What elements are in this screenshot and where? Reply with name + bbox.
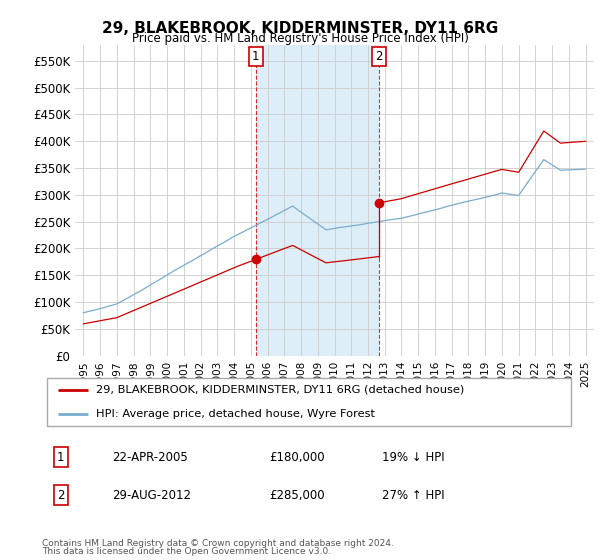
Text: 19% ↓ HPI: 19% ↓ HPI [382,451,445,464]
Text: 29-AUG-2012: 29-AUG-2012 [112,489,191,502]
Text: Price paid vs. HM Land Registry's House Price Index (HPI): Price paid vs. HM Land Registry's House … [131,32,469,45]
FancyBboxPatch shape [47,378,571,426]
Text: 27% ↑ HPI: 27% ↑ HPI [382,489,445,502]
Text: HPI: Average price, detached house, Wyre Forest: HPI: Average price, detached house, Wyre… [96,409,375,419]
Text: £285,000: £285,000 [269,489,325,502]
Text: Contains HM Land Registry data © Crown copyright and database right 2024.: Contains HM Land Registry data © Crown c… [42,539,394,548]
Text: 29, BLAKEBROOK, KIDDERMINSTER, DY11 6RG (detached house): 29, BLAKEBROOK, KIDDERMINSTER, DY11 6RG … [96,385,464,395]
Text: 22-APR-2005: 22-APR-2005 [112,451,188,464]
Text: 29, BLAKEBROOK, KIDDERMINSTER, DY11 6RG: 29, BLAKEBROOK, KIDDERMINSTER, DY11 6RG [102,21,498,36]
Text: 1: 1 [57,451,65,464]
Text: 2: 2 [57,489,65,502]
Bar [256,45,379,356]
Text: 1: 1 [252,50,260,63]
Text: This data is licensed under the Open Government Licence v3.0.: This data is licensed under the Open Gov… [42,547,331,556]
Text: £180,000: £180,000 [269,451,325,464]
Text: 2: 2 [376,50,383,63]
